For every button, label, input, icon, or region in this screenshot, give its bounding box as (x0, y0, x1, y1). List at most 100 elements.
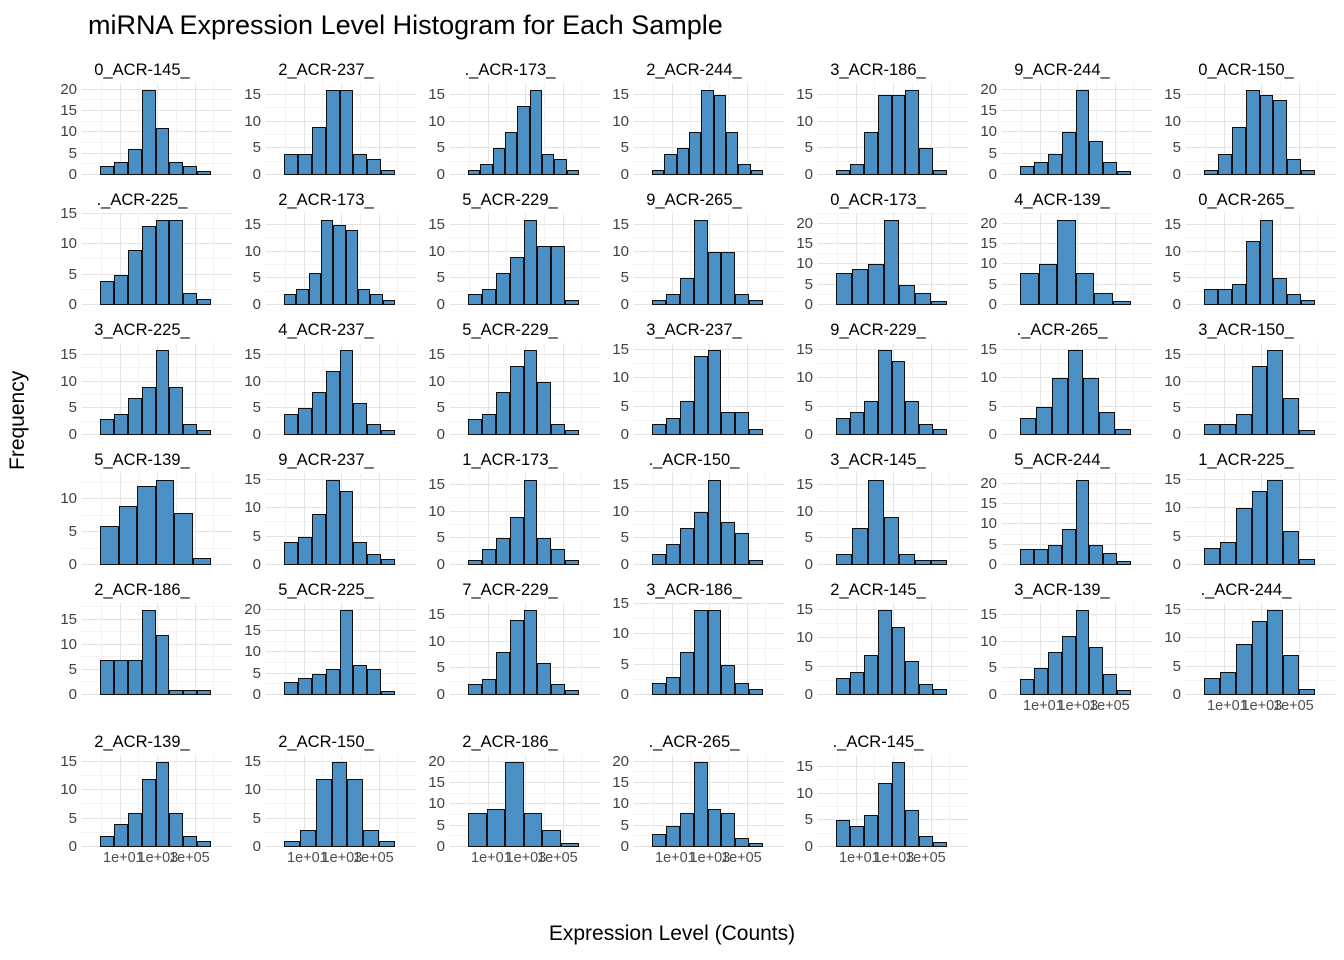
facet: 0_ACR-265_ 0 5 10 15 (1156, 188, 1336, 312)
histogram-bar (299, 829, 316, 847)
histogram-bar (347, 778, 364, 847)
histogram-bar (1245, 241, 1260, 305)
gridline-vertical-major (746, 473, 748, 565)
gridline-vertical-major (709, 755, 710, 847)
gridline-vertical-minor (765, 755, 767, 847)
histogram-bar (155, 219, 170, 305)
facet-body: 0 5 10 15 (236, 343, 416, 442)
y-tick-label: 15 (244, 216, 261, 234)
facet-body: 0 5 10 15 (788, 83, 968, 182)
histogram-bar (1267, 479, 1284, 565)
gridline-vertical-minor (911, 603, 913, 695)
y-tick-label: 0 (620, 686, 629, 703)
x-tick-label: 1e+05 (537, 850, 578, 866)
y-tick-label: 5 (68, 809, 77, 827)
histogram-bar (551, 684, 566, 695)
histogram-bar (679, 652, 694, 695)
y-tick-label: 5 (804, 139, 813, 157)
histogram-bar (468, 169, 481, 175)
gridline-vertical-minor (765, 83, 767, 175)
x-tick-label: 1e+03 (873, 850, 915, 866)
histogram-bar (1204, 169, 1218, 175)
histogram-bar (509, 365, 524, 435)
gridline-vertical-minor (213, 603, 215, 695)
histogram-bar (551, 549, 566, 565)
y-tick-label: 5 (1172, 139, 1181, 157)
y-tick-label: 0 (1172, 686, 1181, 703)
histogram-bar (836, 677, 850, 695)
gridline-vertical-minor (1317, 473, 1319, 565)
gridline-vertical-minor (1095, 473, 1097, 565)
gridline-vertical-minor (727, 343, 729, 435)
histogram-bar (713, 95, 726, 175)
y-tick-label: 15 (428, 774, 445, 792)
facet-body: 0 5 10 15 (604, 342, 784, 442)
gridline-vertical-major (930, 603, 932, 695)
facet-title: 2_ACR-173_ (278, 191, 374, 209)
facet-y-axis: 0 5 10 15 (604, 596, 634, 702)
histogram-bar (468, 294, 482, 305)
facet-panel (634, 343, 784, 435)
histogram-bar (1075, 609, 1090, 695)
gridline-vertical-minor (652, 473, 654, 565)
y-tick-label: 10 (1164, 499, 1181, 517)
y-tick-label: 0 (68, 426, 77, 443)
facet: 3_ACR-139_ 0 5 10 15 1e+01 1e+03 1e+05 (972, 578, 1152, 717)
histogram-bar (676, 148, 689, 175)
gridline-vertical-minor (1020, 603, 1022, 695)
y-tick-label: 10 (60, 372, 77, 390)
facet-x-axis: 1e+01 1e+03 1e+05 (450, 847, 600, 869)
facet-panel (82, 83, 232, 175)
y-tick-label: 0 (252, 556, 261, 573)
histogram-bar (367, 553, 382, 565)
histogram-bar (905, 809, 920, 847)
facet-y-axis: 0 5 10 15 20 (972, 473, 1002, 572)
y-tick-label: 0 (1172, 426, 1181, 443)
histogram-bar (933, 169, 947, 175)
histogram-bar (358, 289, 371, 305)
gridline-vertical-minor (581, 343, 583, 435)
facet-title: 5_ACR-229_ (462, 191, 558, 209)
histogram-bar (1033, 548, 1048, 565)
y-tick-label: 0 (620, 296, 629, 313)
histogram-bar (849, 672, 864, 695)
histogram-bar (551, 246, 566, 305)
y-tick-label: 5 (252, 664, 261, 682)
y-tick-label: 20 (244, 600, 261, 618)
y-tick-label: 0 (252, 296, 261, 313)
histogram-bar (1259, 219, 1274, 305)
gridline-vertical-major (746, 213, 748, 305)
facet-x-axis: 1e+01 1e+03 1e+05 (266, 847, 416, 869)
y-tick-label: 10 (244, 372, 261, 390)
gridline-vertical-minor (213, 213, 215, 305)
gridline-vertical-major (1114, 603, 1116, 695)
histogram-bar (339, 89, 354, 175)
y-tick-label: 10 (60, 781, 77, 799)
gridline-vertical-minor (690, 755, 692, 847)
gridline-vertical-major (1114, 343, 1116, 435)
facet-title: 5_ACR-139_ (94, 451, 190, 469)
histogram-bar (735, 412, 750, 435)
x-tick-label: 1e+05 (1273, 698, 1314, 714)
y-tick-label: 10 (980, 123, 997, 141)
gridline-vertical-minor (322, 343, 324, 435)
gridline-vertical-minor (727, 473, 729, 565)
gridline-vertical-major (1039, 83, 1041, 175)
y-tick-label: 20 (980, 214, 997, 232)
histogram-bar (155, 479, 174, 565)
facet-body: 0 5 10 15 20 (604, 754, 784, 854)
y-tick-label: 10 (244, 781, 261, 799)
histogram-bar (1075, 479, 1090, 565)
histogram-bar (551, 424, 566, 435)
y-tick-label: 5 (68, 144, 77, 162)
histogram-bar (505, 132, 518, 175)
gridline-vertical-minor (652, 603, 654, 695)
x-tick-label: 1e+01 (471, 850, 512, 866)
histogram-bar (468, 812, 487, 847)
gridline-vertical-minor (175, 755, 177, 847)
gridline-vertical-minor (543, 473, 545, 565)
gridline-vertical-major (487, 603, 489, 695)
histogram-bar (707, 479, 722, 565)
y-tick-label: 0 (1172, 556, 1181, 573)
gridline-vertical-major (930, 343, 932, 435)
